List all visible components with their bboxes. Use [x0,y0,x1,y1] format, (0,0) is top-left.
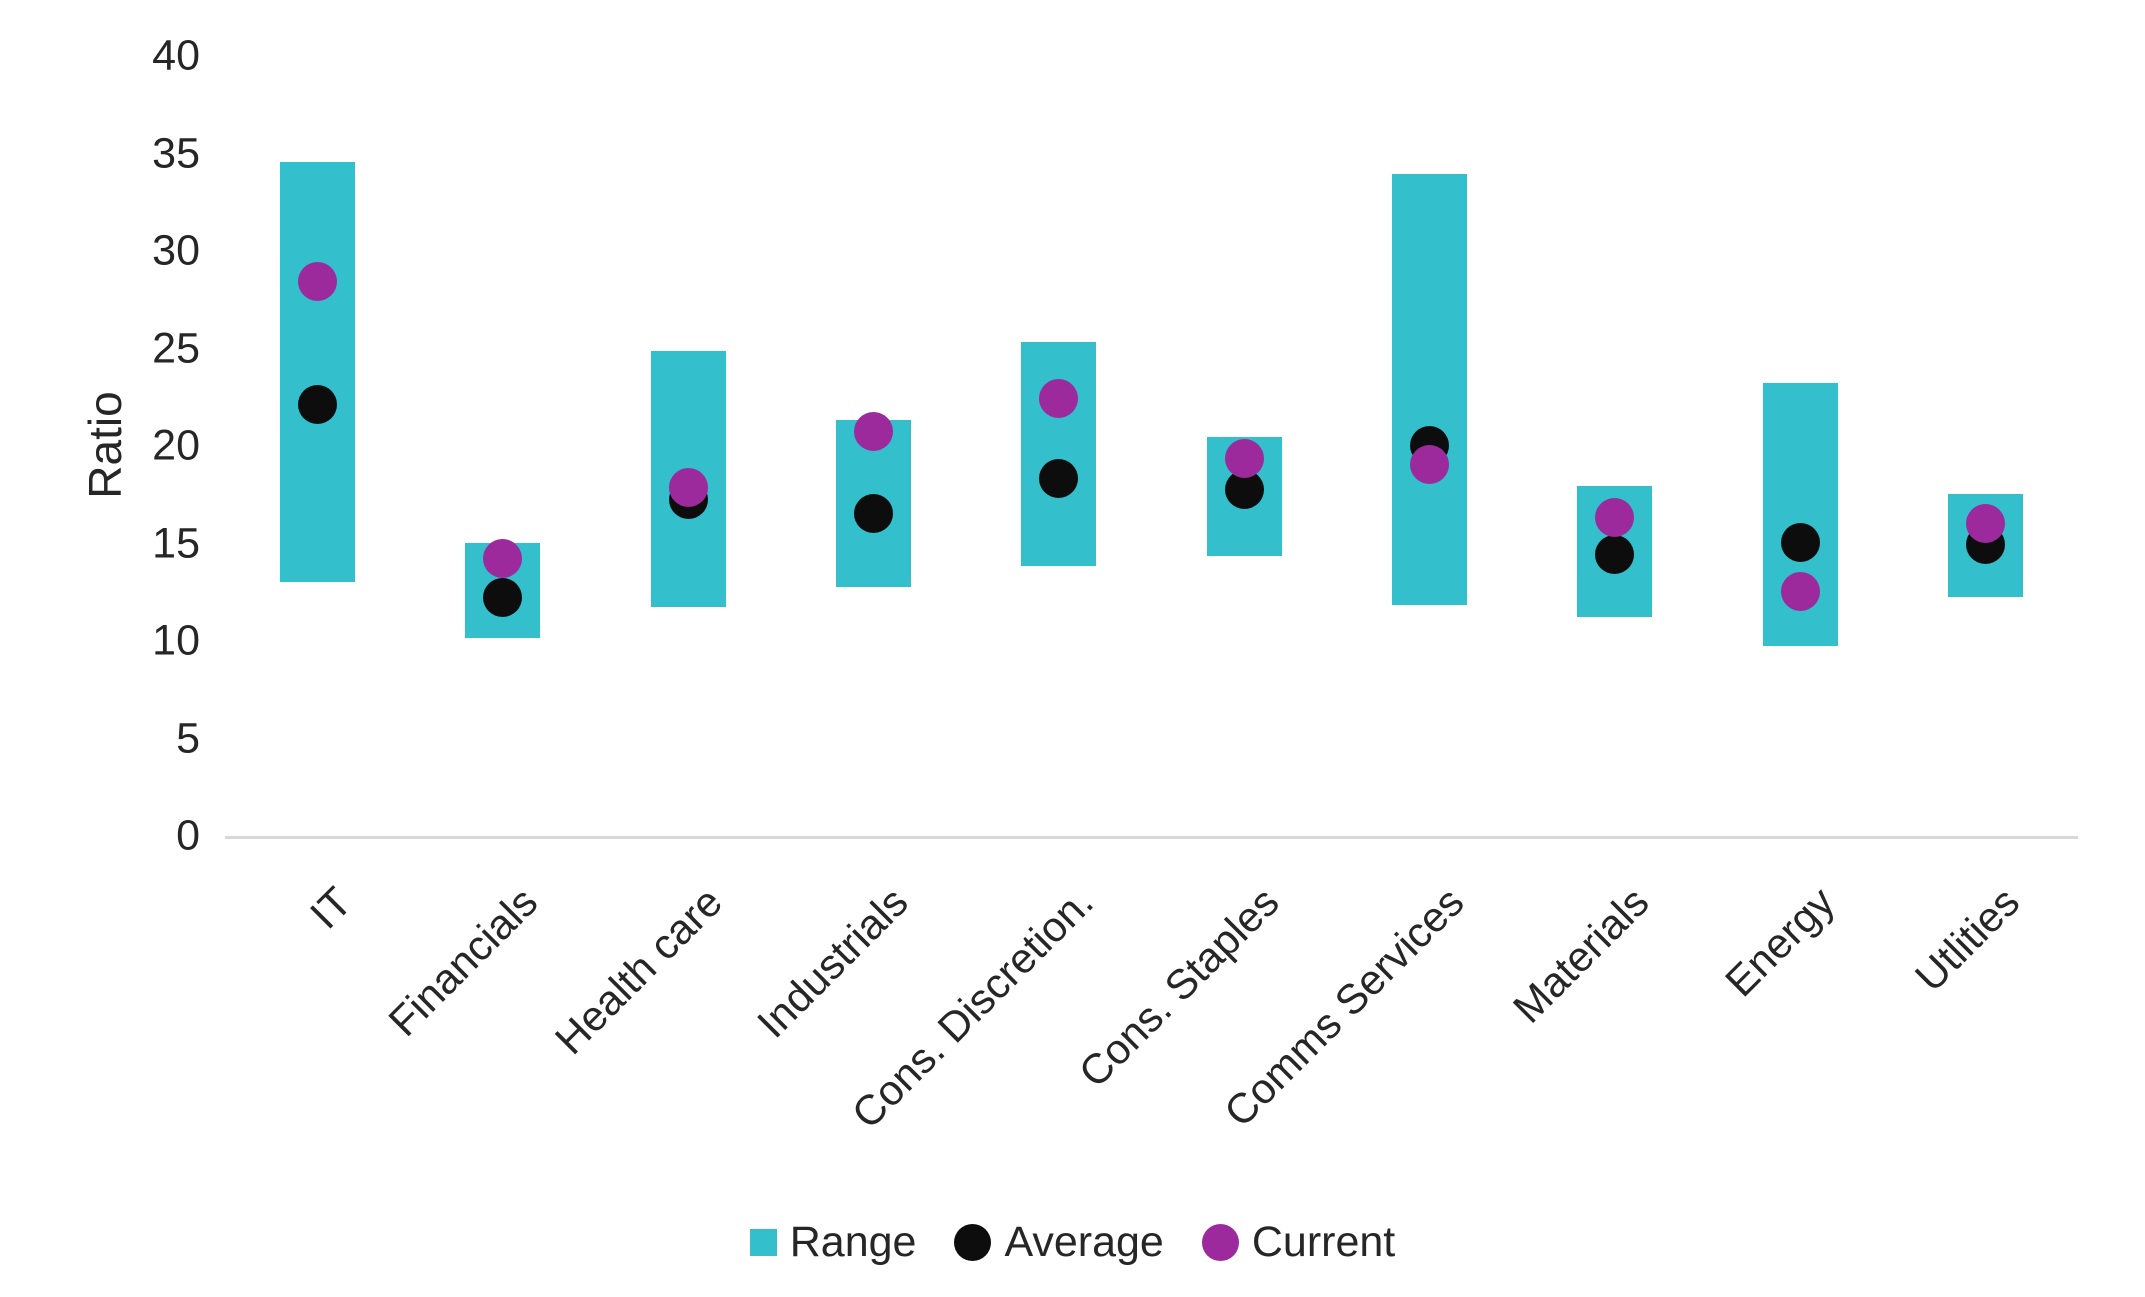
average-dot [1780,523,1820,563]
current-dot [483,538,523,578]
legend-item-average: Average [954,1218,1164,1267]
y-tick-label: 5 [176,714,200,763]
legend-range-marker [749,1229,777,1256]
legend-average-marker [954,1224,992,1261]
average-dot [854,493,894,533]
legend-label: Range [789,1218,917,1266]
x-axis-label: Materials [1504,878,1658,1032]
current-dot [1595,497,1635,537]
x-axis-label: Health care [546,878,732,1064]
x-axis-label: Utlities [1906,878,2029,1001]
current-dot [1224,439,1264,479]
range-bar [1391,174,1467,605]
y-tick-label: 25 [152,324,200,373]
x-axis-label: Energy [1715,878,1844,1006]
y-tick-label: 10 [152,616,200,665]
current-dot [1780,571,1820,611]
legend: Range Average Current [0,1218,2145,1267]
legend-item-current: Current [1201,1218,1396,1267]
y-tick-label: 20 [152,421,200,470]
current-dot [1965,503,2005,543]
average-dot [1595,534,1635,574]
y-tick-label: 0 [176,811,200,860]
average-dot [298,384,338,424]
current-dot [668,468,708,508]
x-axis-label: Industrials [748,878,917,1047]
current-dot [298,261,338,301]
average-dot [483,577,523,617]
legend-label: Average [1004,1218,1164,1266]
y-tick-label: 40 [152,31,200,80]
x-axis-label: IT [301,878,361,938]
y-tick-label: 35 [152,129,200,178]
x-axis-label: Financials [379,878,547,1045]
current-dot [854,411,894,451]
y-tick-label: 15 [152,519,200,568]
current-dot [1409,445,1449,485]
range-bar [1021,341,1097,566]
legend-current-marker [1201,1224,1239,1261]
legend-item-range: Range [749,1218,917,1267]
current-dot [1039,378,1079,418]
x-axis-line [225,836,2078,839]
average-dot [1039,458,1079,498]
range-bar [280,162,356,582]
y-tick-label: 30 [152,226,200,275]
legend-label: Current [1251,1218,1396,1266]
